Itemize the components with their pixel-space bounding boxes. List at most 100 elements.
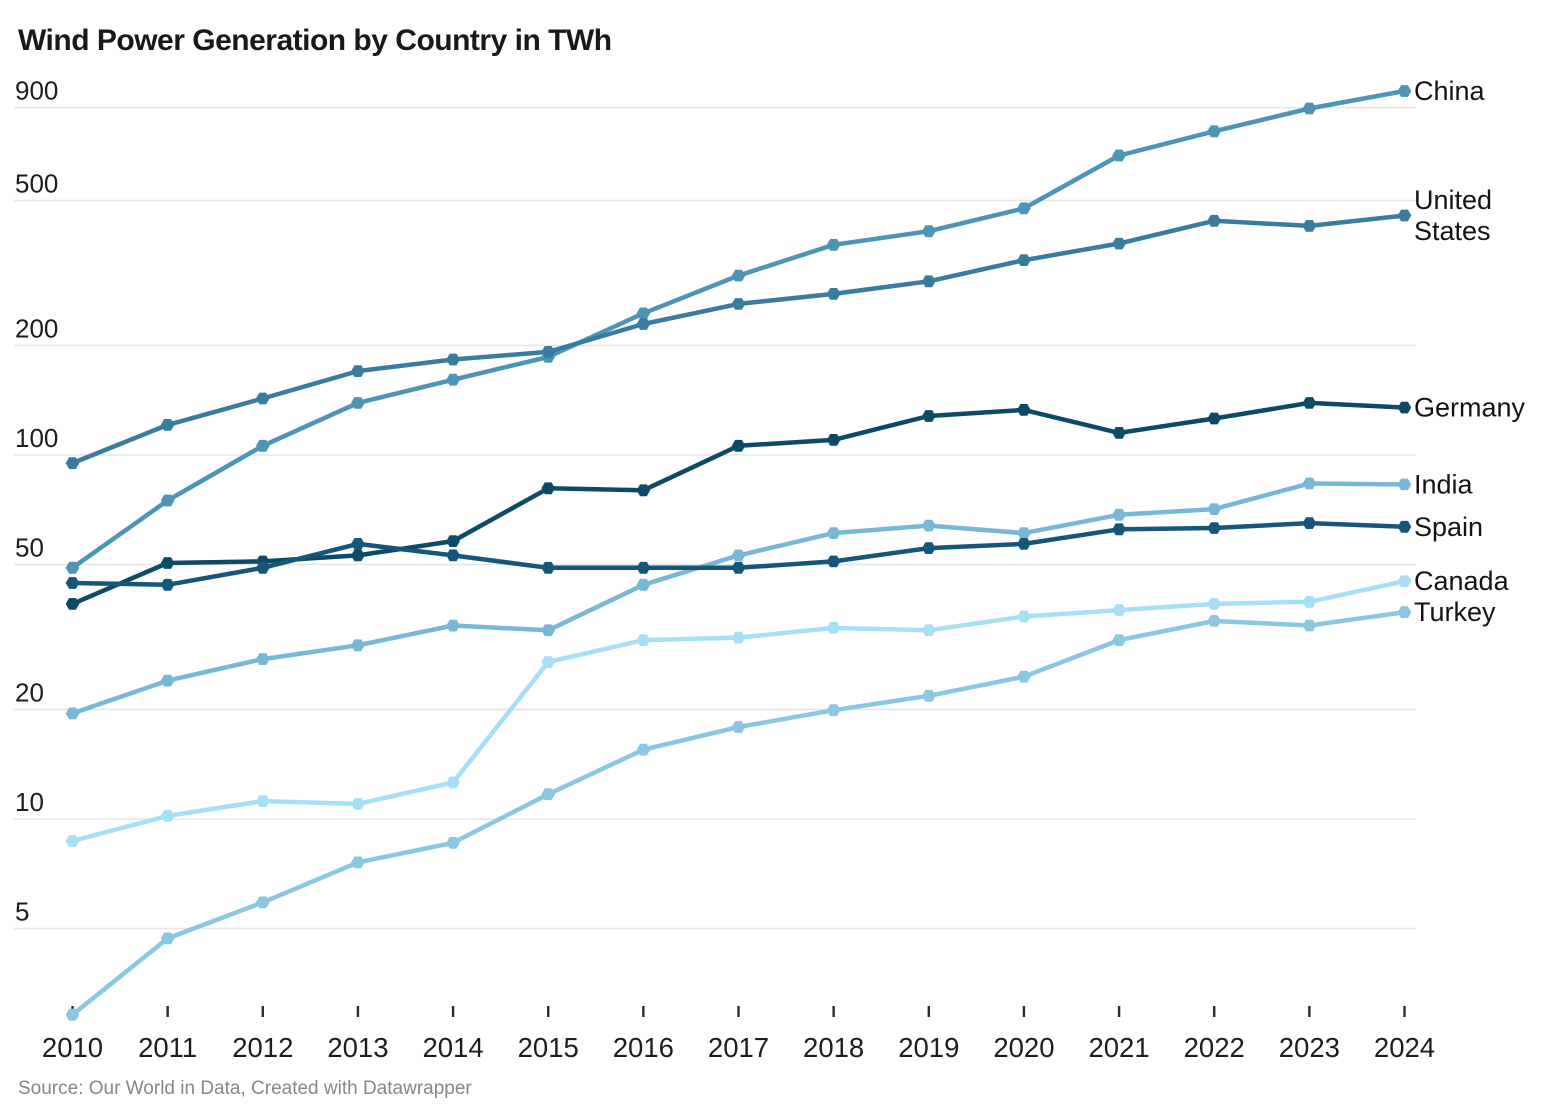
series-point-spain-2010[interactable] (65, 577, 80, 589)
series-point-united-states-2018[interactable] (826, 288, 841, 300)
series-point-germany-2015[interactable] (541, 482, 555, 495)
series-point-spain-2015[interactable] (541, 561, 555, 574)
series-point-canada-2016[interactable] (636, 634, 651, 646)
series-point-turkey-2018[interactable] (826, 704, 841, 717)
series-point-india-2020[interactable] (1017, 527, 1031, 539)
series-point-united-states-2017[interactable] (731, 298, 746, 310)
series-point-germany-2018[interactable] (826, 434, 841, 446)
series-point-china-2016[interactable] (636, 307, 651, 320)
series-point-spain-2013[interactable] (351, 538, 365, 550)
series-point-united-states-2015[interactable] (541, 346, 555, 358)
series-point-canada-2022[interactable] (1207, 598, 1221, 610)
series-point-china-2019[interactable] (922, 225, 936, 238)
series-point-germany-2017[interactable] (731, 439, 746, 452)
series-point-spain-2016[interactable] (636, 561, 651, 574)
series-point-turkey-2020[interactable] (1017, 670, 1031, 683)
series-point-india-2023[interactable] (1302, 477, 1317, 490)
series-point-china-2014[interactable] (446, 373, 460, 386)
series-point-india-2015[interactable] (541, 624, 555, 637)
series-point-turkey-2010[interactable] (65, 1008, 80, 1021)
series-point-turkey-2017[interactable] (731, 721, 746, 733)
series-point-china-2011[interactable] (160, 494, 175, 507)
series-point-turkey-2023[interactable] (1302, 619, 1317, 632)
series-point-china-2012[interactable] (256, 439, 270, 452)
series-point-china-2024[interactable] (1397, 85, 1412, 97)
series-point-spain-2012[interactable] (256, 561, 270, 574)
series-point-india-2010[interactable] (65, 707, 80, 720)
series-point-canada-2012[interactable] (256, 795, 270, 807)
series-point-germany-2024[interactable] (1397, 401, 1412, 414)
series-point-canada-2024[interactable] (1397, 575, 1412, 588)
series-point-united-states-2016[interactable] (636, 318, 651, 330)
series-point-spain-2020[interactable] (1017, 538, 1031, 550)
series-point-germany-2022[interactable] (1207, 412, 1221, 425)
series-point-united-states-2012[interactable] (256, 392, 270, 405)
series-point-turkey-2014[interactable] (446, 837, 460, 849)
series-point-canada-2010[interactable] (65, 835, 80, 847)
series-point-united-states-2019[interactable] (922, 275, 936, 288)
series-point-china-2010[interactable] (65, 561, 80, 574)
series-point-turkey-2015[interactable] (541, 788, 555, 801)
series-point-india-2017[interactable] (731, 549, 746, 562)
series-point-spain-2021[interactable] (1112, 523, 1126, 536)
series-point-india-2022[interactable] (1207, 503, 1221, 515)
series-point-india-2018[interactable] (826, 527, 841, 539)
series-point-spain-2019[interactable] (922, 542, 936, 554)
series-point-spain-2024[interactable] (1397, 520, 1412, 533)
series-point-canada-2020[interactable] (1017, 610, 1031, 623)
series-point-spain-2023[interactable] (1302, 517, 1317, 529)
series-point-india-2019[interactable] (922, 519, 936, 532)
series-point-canada-2017[interactable] (731, 631, 746, 644)
series-point-turkey-2021[interactable] (1112, 634, 1126, 646)
series-point-germany-2014[interactable] (446, 535, 460, 547)
series-point-united-states-2014[interactable] (446, 353, 460, 366)
series-point-turkey-2011[interactable] (160, 932, 175, 945)
series-point-germany-2011[interactable] (160, 557, 175, 569)
series-point-canada-2018[interactable] (826, 622, 841, 634)
series-point-india-2016[interactable] (636, 578, 651, 591)
series-point-china-2023[interactable] (1302, 102, 1317, 115)
series-point-canada-2015[interactable] (541, 656, 555, 668)
series-point-china-2020[interactable] (1017, 202, 1031, 215)
series-point-turkey-2016[interactable] (636, 743, 651, 756)
series-point-canada-2021[interactable] (1112, 604, 1126, 616)
series-point-canada-2013[interactable] (351, 798, 365, 810)
series-point-canada-2014[interactable] (446, 776, 460, 789)
series-point-germany-2013[interactable] (351, 549, 365, 562)
series-point-germany-2021[interactable] (1112, 427, 1126, 439)
series-point-germany-2016[interactable] (636, 484, 651, 497)
series-point-united-states-2023[interactable] (1302, 220, 1317, 232)
series-point-united-states-2021[interactable] (1112, 237, 1126, 250)
series-point-united-states-2011[interactable] (160, 419, 175, 431)
series-point-india-2014[interactable] (446, 619, 460, 632)
series-point-canada-2019[interactable] (922, 624, 936, 637)
series-point-turkey-2019[interactable] (922, 689, 936, 702)
series-point-united-states-2020[interactable] (1017, 254, 1031, 266)
series-point-china-2022[interactable] (1207, 125, 1221, 138)
series-point-china-2017[interactable] (731, 269, 746, 282)
series-point-china-2021[interactable] (1112, 149, 1126, 162)
series-point-spain-2022[interactable] (1207, 522, 1221, 534)
series-point-india-2011[interactable] (160, 674, 175, 687)
series-point-united-states-2010[interactable] (65, 457, 80, 469)
series-point-united-states-2013[interactable] (351, 365, 365, 377)
series-point-united-states-2022[interactable] (1207, 214, 1221, 227)
series-point-india-2013[interactable] (351, 639, 365, 652)
series-point-china-2018[interactable] (826, 238, 841, 251)
series-point-india-2024[interactable] (1397, 478, 1412, 491)
series-point-spain-2014[interactable] (446, 549, 460, 562)
series-point-germany-2019[interactable] (922, 410, 936, 422)
series-point-spain-2011[interactable] (160, 578, 175, 591)
series-point-india-2021[interactable] (1112, 508, 1126, 521)
series-point-spain-2018[interactable] (826, 555, 841, 568)
series-point-india-2012[interactable] (256, 653, 270, 665)
series-point-turkey-2012[interactable] (256, 896, 270, 909)
series-point-germany-2020[interactable] (1017, 404, 1031, 416)
series-point-united-states-2024[interactable] (1397, 209, 1412, 222)
series-point-germany-2010[interactable] (65, 598, 80, 610)
series-point-germany-2023[interactable] (1302, 397, 1317, 409)
series-point-china-2013[interactable] (351, 397, 365, 409)
series-point-turkey-2024[interactable] (1397, 606, 1412, 619)
series-point-canada-2023[interactable] (1302, 595, 1317, 608)
series-point-turkey-2022[interactable] (1207, 615, 1221, 627)
